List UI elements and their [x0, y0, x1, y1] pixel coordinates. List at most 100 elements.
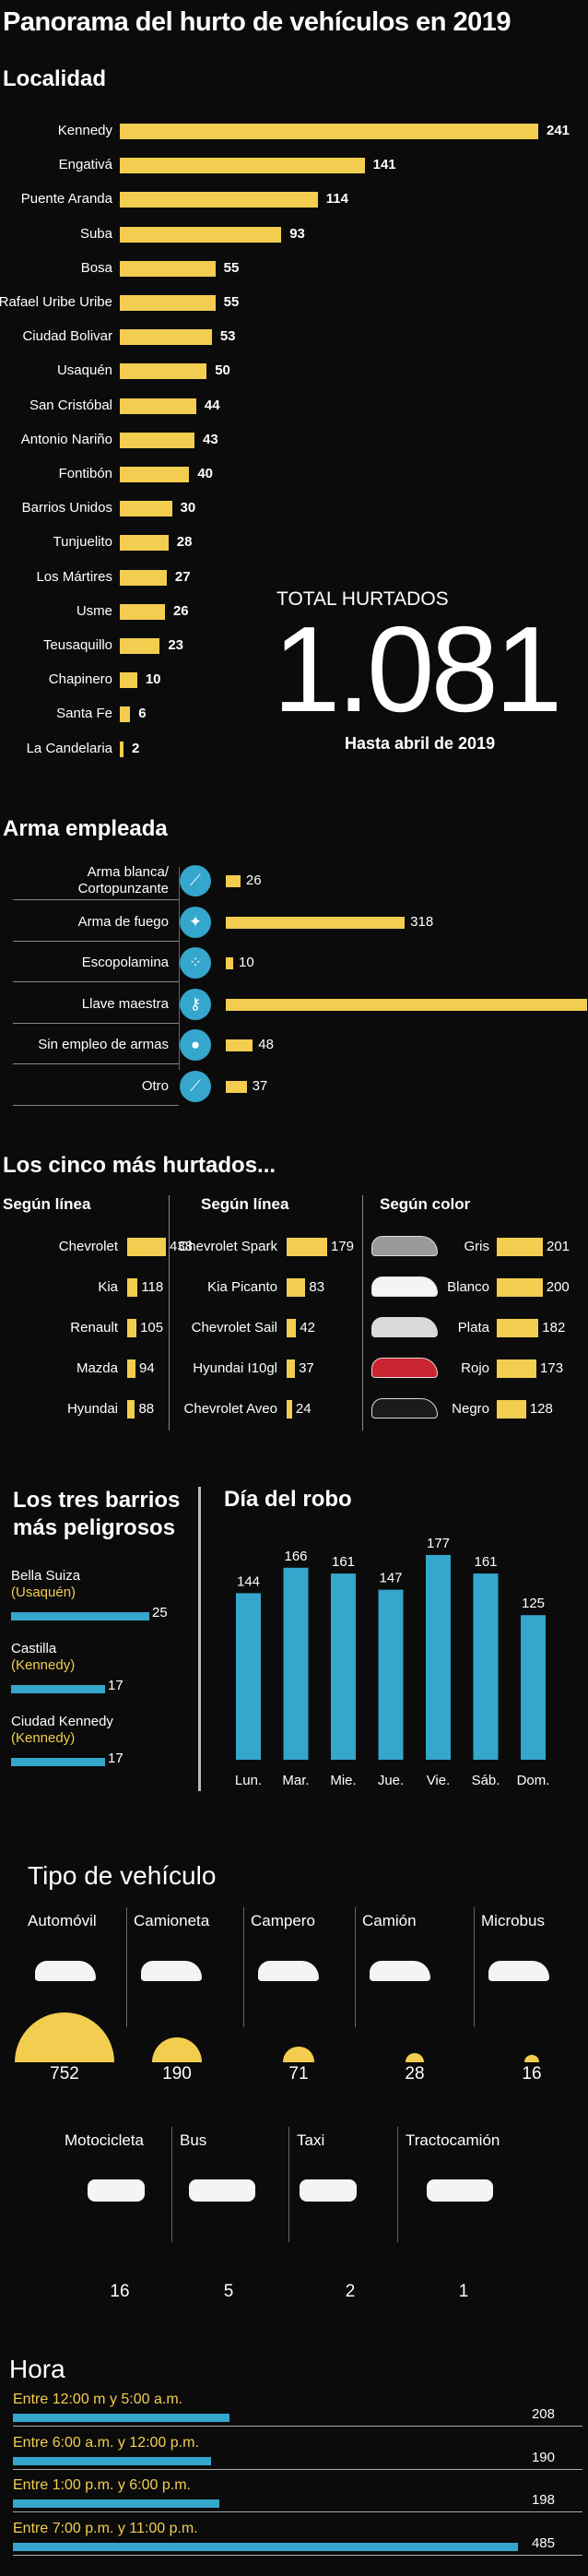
localidad-value: 141: [372, 157, 396, 173]
localidad-label: Rafael Uribe Uribe: [0, 294, 112, 310]
key-icon: ⚷: [180, 988, 211, 1020]
hora-label: Entre 12:00 m y 5:00 a.m.: [13, 2392, 183, 2407]
arma-label: Arma blanca/ Cortopunzante: [77, 864, 169, 896]
localidad-value: 93: [289, 225, 305, 242]
linea-bar: [287, 1400, 292, 1419]
color-bar: [497, 1319, 539, 1337]
tipo-value: 190: [162, 2064, 192, 2083]
dia-bar: [426, 1555, 451, 1760]
localidad-label: Chapinero: [48, 671, 112, 688]
dot-icon: ●: [180, 1029, 211, 1061]
color-value: 128: [529, 1401, 553, 1417]
color-bar: [497, 1359, 537, 1378]
dia-value: 147: [379, 1571, 402, 1586]
localidad-value: 55: [223, 259, 240, 276]
slash-icon: ⟋: [180, 1070, 211, 1102]
linea-bar: [287, 1238, 327, 1256]
marca-bar: [127, 1278, 138, 1297]
localidad-label: Usaquén: [56, 362, 112, 379]
localidad-label: Puente Aranda: [20, 191, 112, 208]
localidad-value: 43: [203, 431, 218, 447]
barrio-localidad: (Usaquén): [11, 1585, 76, 1600]
barrios-title: Los tres barrios más peligrosos: [13, 1488, 181, 1540]
barrio-value: 17: [108, 1678, 123, 1693]
color-label: Rojo: [461, 1360, 489, 1376]
tipo-title: Tipo de vehículo: [28, 1861, 217, 1890]
arma-bar: [226, 1039, 253, 1051]
localidad-label: Tunjuelito: [53, 534, 112, 551]
dia-label: Jue.: [378, 1773, 404, 1788]
vehicle-icon: [141, 1961, 202, 1981]
localidad-value: 26: [172, 602, 189, 619]
localidad-value: 10: [145, 671, 161, 688]
localidad-bar: [120, 741, 123, 757]
tipo-divider: [474, 1907, 475, 2027]
arma-bar: [226, 875, 241, 887]
color-value: 182: [542, 1320, 566, 1335]
localidad-value: 114: [325, 191, 348, 208]
tipo-divider: [355, 1907, 356, 2027]
localidad-bar: [120, 124, 538, 139]
vehicle-icon: [427, 2179, 493, 2202]
arma-label: Escopolamina: [81, 955, 169, 970]
tipo-value: 16: [522, 2064, 542, 2083]
color-value: 201: [547, 1239, 570, 1254]
tipo-value: 71: [288, 2064, 309, 2083]
dia-value: 144: [237, 1573, 260, 1589]
vehicle-icon: [258, 1961, 319, 1981]
localidad-label: Santa Fe: [56, 706, 112, 722]
dia-bar: [283, 1567, 309, 1760]
barrio-name: Bella Suiza: [11, 1568, 81, 1584]
arma-divider: [13, 899, 179, 900]
marca-label: Mazda: [76, 1360, 118, 1376]
localidad-label: Usme: [76, 602, 112, 619]
tipo-value: 752: [50, 2064, 79, 2083]
arma-bar: [226, 916, 406, 929]
localidad-bar: [120, 398, 196, 414]
localidad-value: 53: [219, 328, 236, 345]
arma-label: Arma de fuego: [77, 913, 169, 930]
vehicle-icon: [35, 1961, 96, 1981]
color-value: 173: [540, 1360, 564, 1376]
tipo-divider: [243, 1907, 244, 2027]
localidad-bar: [120, 158, 365, 174]
spray-icon: ⁘: [180, 947, 211, 979]
barrio-bar: [11, 1758, 105, 1766]
localidad-value: 27: [174, 568, 191, 585]
localidad-label: Suba: [79, 225, 112, 242]
linea-label: Chevrolet Aveo: [183, 1401, 277, 1417]
tipo-semicircle: [283, 2047, 314, 2062]
localidad-bar: [120, 603, 165, 620]
dia-value: 161: [332, 1554, 355, 1570]
marca-value: 94: [139, 1360, 155, 1376]
hora-title: Hora: [9, 2355, 65, 2383]
hora-divider: [13, 2511, 582, 2512]
knife-icon: ⟋: [180, 865, 211, 896]
dia-bar: [331, 1573, 356, 1760]
total-value: 1.081: [273, 601, 562, 737]
localidad-bar: [120, 226, 282, 243]
dia-label: Sáb.: [472, 1773, 500, 1788]
localidad-value: 30: [180, 500, 196, 516]
localidad-value: 2: [132, 740, 140, 756]
tipo-divider: [288, 2127, 289, 2242]
dia-bar: [378, 1589, 404, 1760]
barrio-name: Castilla: [11, 1641, 57, 1656]
color-value: 200: [546, 1279, 570, 1295]
dia-value: 125: [522, 1596, 545, 1611]
tipo-label: Camión: [362, 1912, 417, 1929]
page-title: Panorama del hurto de vehículos en 2019: [3, 7, 512, 37]
linea-bar: [287, 1278, 306, 1297]
marca-bar: [127, 1359, 135, 1378]
color-title: Según color: [380, 1195, 471, 1213]
localidad-bar: [120, 432, 194, 448]
hora-bar: [13, 2499, 219, 2508]
tipo-label: Camioneta: [134, 1912, 210, 1929]
localidad-label: Barrios Unidos: [21, 500, 112, 516]
localidad-label: Antonio Nariño: [20, 431, 112, 447]
hora-label: Entre 7:00 p.m. y 11:00 p.m.: [13, 2520, 198, 2536]
arma-vertical: [179, 867, 180, 1070]
tipo-divider: [397, 2127, 398, 2242]
marca-title: Según línea: [3, 1195, 91, 1213]
localidad-label: Fontibón: [58, 466, 112, 481]
